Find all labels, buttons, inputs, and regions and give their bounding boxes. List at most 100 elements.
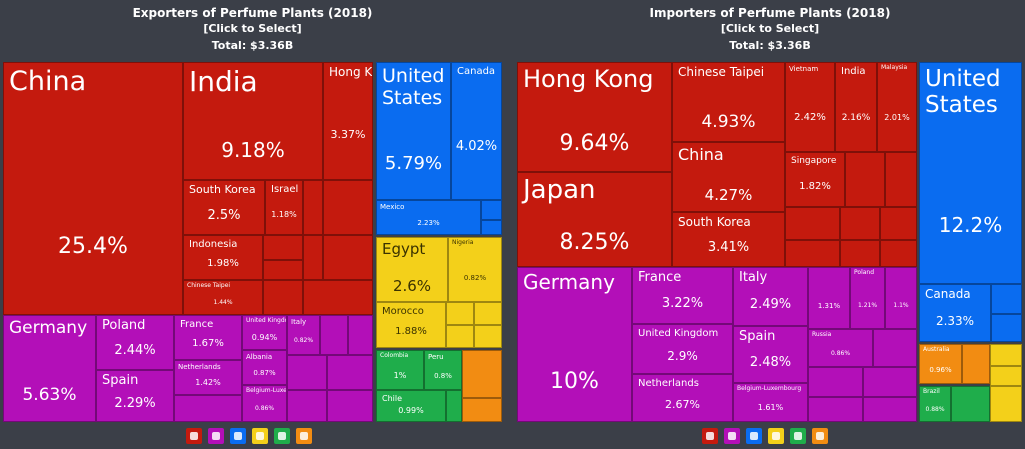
- treemap-cell[interactable]: [446, 325, 474, 348]
- treemap-cell[interactable]: [263, 235, 303, 260]
- europe-icon[interactable]: [208, 428, 224, 444]
- oceania-icon[interactable]: [812, 428, 828, 444]
- treemap-cell-chinese-taipei[interactable]: Chinese Taipei 1.44%: [183, 280, 263, 315]
- oceania-icon[interactable]: [296, 428, 312, 444]
- treemap-cell[interactable]: [303, 180, 323, 235]
- treemap-cell[interactable]: [446, 390, 462, 422]
- treemap-cell[interactable]: [174, 395, 242, 422]
- treemap-cell[interactable]: [327, 390, 373, 422]
- treemap-cell-hong-kong[interactable]: Hong Kong 9.64%: [517, 62, 672, 172]
- exporters-select-link[interactable]: [Click to Select]: [203, 22, 302, 35]
- treemap-cell-italy[interactable]: Italy 0.82%: [287, 315, 320, 355]
- treemap-cell-peru[interactable]: Peru 0.8%: [424, 350, 462, 390]
- treemap-cell[interactable]: [287, 390, 327, 422]
- europe-icon[interactable]: [724, 428, 740, 444]
- treemap-cell[interactable]: [323, 180, 373, 235]
- treemap-cell-egypt[interactable]: Egypt 2.6%: [376, 237, 448, 302]
- treemap-cell[interactable]: [990, 386, 1022, 422]
- treemap-cell-chile[interactable]: Chile 0.99%: [376, 390, 446, 422]
- asia-icon[interactable]: [702, 428, 718, 444]
- treemap-cell-netherlands[interactable]: Netherlands 2.67%: [632, 374, 733, 422]
- treemap-cell[interactable]: [880, 207, 917, 240]
- treemap-cell-south-korea[interactable]: South Korea 3.41%: [672, 212, 785, 267]
- treemap-cell-singapore[interactable]: Singapore 1.82%: [785, 152, 845, 207]
- treemap-cell[interactable]: [840, 207, 880, 240]
- treemap-cell[interactable]: [327, 355, 373, 390]
- treemap-cell-belgium-luxembourg[interactable]: Belgium-Luxembourg 0.86%: [242, 385, 287, 422]
- treemap-cell-india[interactable]: India 2.16%: [835, 62, 877, 152]
- treemap-cell-japan[interactable]: Japan 8.25%: [517, 172, 672, 267]
- treemap-cell[interactable]: [263, 280, 303, 315]
- treemap-cell-morocco[interactable]: Morocco 1.88%: [376, 302, 446, 348]
- treemap-cell[interactable]: [474, 325, 502, 348]
- treemap-cell[interactable]: [990, 366, 1022, 386]
- treemap-cell-albania[interactable]: Albania 0.87%: [242, 350, 287, 385]
- treemap-cell-brazil[interactable]: Brazil 0.88%: [919, 386, 951, 422]
- treemap-cell[interactable]: [303, 280, 373, 315]
- treemap-cell[interactable]: [474, 302, 502, 325]
- treemap-cell[interactable]: 1.31%: [808, 267, 850, 329]
- treemap-cell-nigeria[interactable]: Nigeria 0.82%: [448, 237, 502, 302]
- north-america-icon[interactable]: [746, 428, 762, 444]
- treemap-cell[interactable]: [785, 207, 840, 240]
- treemap-cell[interactable]: [462, 350, 502, 398]
- treemap-cell-china[interactable]: China 4.27%: [672, 142, 785, 212]
- treemap-cell[interactable]: [263, 260, 303, 280]
- treemap-cell[interactable]: [885, 152, 917, 207]
- treemap-cell-france[interactable]: France 1.67%: [174, 315, 242, 360]
- treemap-cell-south-korea[interactable]: South Korea 2.5%: [183, 180, 265, 235]
- treemap-cell-chinese-taipei[interactable]: Chinese Taipei 4.93%: [672, 62, 785, 142]
- treemap-cell-mexico[interactable]: Mexico 2.23%: [376, 200, 481, 235]
- treemap-cell[interactable]: [808, 397, 863, 422]
- treemap-cell-israel[interactable]: Israel 1.18%: [265, 180, 303, 235]
- south-america-icon[interactable]: [274, 428, 290, 444]
- treemap-cell-china[interactable]: China 25.4%: [3, 62, 183, 315]
- treemap-cell[interactable]: [990, 344, 1022, 366]
- treemap-cell[interactable]: [446, 302, 474, 325]
- treemap-cell-vietnam[interactable]: Vietnam 2.42%: [785, 62, 835, 152]
- treemap-cell-germany[interactable]: Germany 10%: [517, 267, 632, 422]
- treemap-cell-france[interactable]: France 3.22%: [632, 267, 733, 324]
- treemap-cell-colombia[interactable]: Colombia 1%: [376, 350, 424, 390]
- treemap-cell-indonesia[interactable]: Indonesia 1.98%: [183, 235, 263, 280]
- treemap-cell-hong-kong[interactable]: Hong Kong 3.37%: [323, 62, 373, 180]
- africa-icon[interactable]: [252, 428, 268, 444]
- treemap-cell[interactable]: [481, 200, 502, 220]
- treemap-cell[interactable]: [481, 220, 502, 235]
- treemap-cell[interactable]: [462, 398, 502, 422]
- treemap-cell-netherlands[interactable]: Netherlands 1.42%: [174, 360, 242, 395]
- treemap-cell[interactable]: [840, 240, 880, 267]
- treemap-cell[interactable]: [845, 152, 885, 207]
- treemap-cell[interactable]: [880, 240, 917, 267]
- treemap-cell-india[interactable]: India 9.18%: [183, 62, 323, 180]
- importers-select-link[interactable]: [Click to Select]: [720, 22, 820, 35]
- treemap-cell[interactable]: [785, 240, 840, 267]
- treemap-cell-germany[interactable]: Germany 5.63%: [3, 315, 96, 422]
- treemap-cell[interactable]: [863, 367, 917, 397]
- treemap-cell-poland[interactable]: Poland 2.44%: [96, 315, 174, 370]
- treemap-cell[interactable]: [962, 344, 990, 384]
- treemap-cell[interactable]: [991, 284, 1022, 314]
- treemap-cell[interactable]: [808, 367, 863, 397]
- treemap-cell-poland[interactable]: Poland 1.21%: [850, 267, 885, 329]
- north-america-icon[interactable]: [230, 428, 246, 444]
- treemap-cell-canada[interactable]: Canada 2.33%: [919, 284, 991, 342]
- treemap-cell[interactable]: [323, 235, 373, 280]
- treemap-cell-canada[interactable]: Canada 4.02%: [451, 62, 502, 200]
- treemap-cell-united-states[interactable]: United States 5.79%: [376, 62, 451, 200]
- treemap-cell[interactable]: [951, 386, 990, 422]
- treemap-cell-italy[interactable]: Italy 2.49%: [733, 267, 808, 326]
- treemap-cell-spain[interactable]: Spain 2.29%: [96, 370, 174, 422]
- treemap-cell[interactable]: 1.1%: [885, 267, 917, 329]
- treemap-cell-australia[interactable]: Australia 0.96%: [919, 344, 962, 384]
- treemap-cell[interactable]: [863, 397, 917, 422]
- treemap-cell-belgium-luxembourg[interactable]: Belgium-Luxembourg 1.61%: [733, 383, 808, 422]
- treemap-cell[interactable]: [873, 329, 917, 367]
- treemap-cell[interactable]: [303, 235, 323, 280]
- treemap-cell-united-kingdom[interactable]: United Kingdom 0.94%: [242, 315, 287, 350]
- treemap-cell[interactable]: [348, 315, 373, 355]
- south-america-icon[interactable]: [790, 428, 806, 444]
- treemap-cell[interactable]: [991, 314, 1022, 342]
- treemap-cell-united-kingdom[interactable]: United Kingdom 2.9%: [632, 324, 733, 374]
- treemap-cell[interactable]: [287, 355, 327, 390]
